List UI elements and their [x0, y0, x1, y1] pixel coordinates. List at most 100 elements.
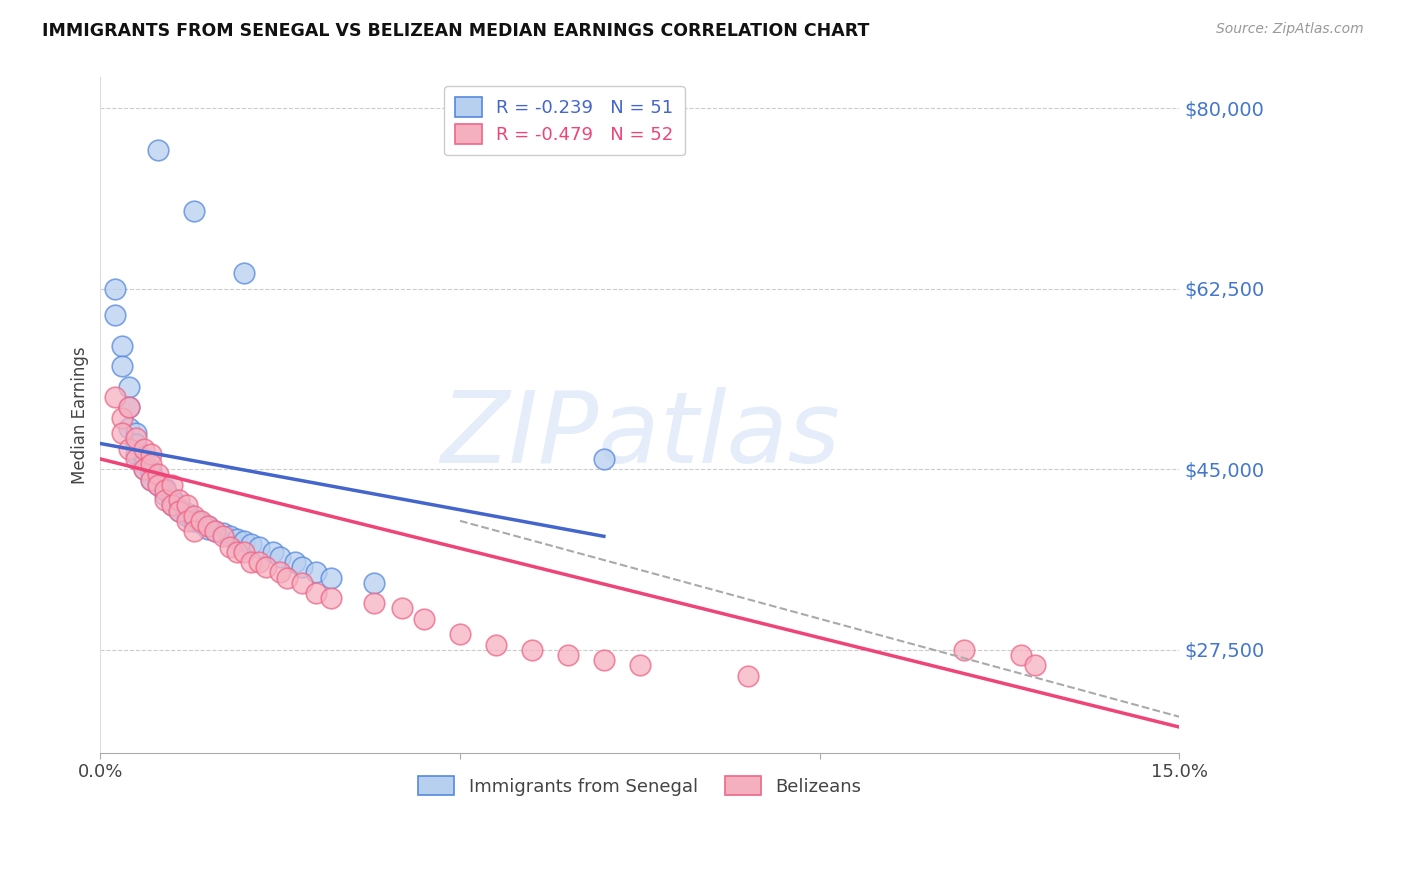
Point	[132, 457, 155, 471]
Legend: Immigrants from Senegal, Belizeans: Immigrants from Senegal, Belizeans	[409, 766, 870, 805]
Point	[139, 473, 162, 487]
Point	[146, 467, 169, 482]
Point	[125, 426, 148, 441]
Point	[104, 308, 127, 322]
Point	[305, 586, 328, 600]
Point	[132, 452, 155, 467]
Point	[284, 555, 307, 569]
Point	[132, 462, 155, 476]
Point	[218, 540, 240, 554]
Point	[204, 524, 226, 538]
Point	[169, 493, 191, 508]
Point	[247, 555, 270, 569]
Point	[104, 390, 127, 404]
Point	[233, 545, 256, 559]
Point	[190, 516, 212, 530]
Point	[132, 462, 155, 476]
Point	[169, 501, 191, 516]
Point	[449, 627, 471, 641]
Point	[197, 519, 219, 533]
Point	[363, 575, 385, 590]
Point	[1010, 648, 1032, 662]
Point	[111, 359, 134, 373]
Point	[125, 431, 148, 445]
Point	[125, 436, 148, 450]
Point	[737, 668, 759, 682]
Point	[153, 493, 176, 508]
Point	[153, 481, 176, 495]
Point	[211, 526, 233, 541]
Point	[169, 503, 191, 517]
Point	[111, 426, 134, 441]
Point	[190, 514, 212, 528]
Point	[139, 467, 162, 482]
Point	[125, 447, 148, 461]
Point	[233, 534, 256, 549]
Point	[162, 499, 184, 513]
Point	[111, 338, 134, 352]
Point	[146, 477, 169, 491]
Point	[153, 483, 176, 497]
Point	[391, 601, 413, 615]
Point	[226, 533, 249, 547]
Point	[183, 512, 205, 526]
Point	[162, 491, 184, 505]
Point	[276, 570, 298, 584]
Point	[254, 560, 277, 574]
Point	[183, 524, 205, 538]
Point	[183, 508, 205, 523]
Point	[176, 499, 198, 513]
Point	[269, 549, 291, 564]
Point	[139, 457, 162, 471]
Point	[153, 483, 176, 497]
Point	[628, 658, 651, 673]
Point	[146, 477, 169, 491]
Point	[269, 566, 291, 580]
Point	[139, 473, 162, 487]
Point	[146, 475, 169, 489]
Point	[176, 506, 198, 520]
Y-axis label: Median Earnings: Median Earnings	[72, 346, 89, 484]
Point	[226, 545, 249, 559]
Point	[162, 477, 184, 491]
Point	[153, 488, 176, 502]
Point	[176, 508, 198, 523]
Point	[176, 514, 198, 528]
Point	[262, 545, 284, 559]
Point	[485, 638, 508, 652]
Text: ZIPatlas: ZIPatlas	[440, 387, 839, 483]
Point	[305, 566, 328, 580]
Point	[520, 642, 543, 657]
Point	[291, 560, 314, 574]
Point	[162, 499, 184, 513]
Point	[413, 612, 436, 626]
Point	[593, 653, 616, 667]
Point	[593, 452, 616, 467]
Point	[118, 380, 141, 394]
Text: IMMIGRANTS FROM SENEGAL VS BELIZEAN MEDIAN EARNINGS CORRELATION CHART: IMMIGRANTS FROM SENEGAL VS BELIZEAN MEDI…	[42, 22, 869, 40]
Point	[319, 591, 342, 606]
Point	[162, 493, 184, 508]
Point	[240, 555, 263, 569]
Point	[952, 642, 974, 657]
Point	[247, 540, 270, 554]
Point	[132, 442, 155, 456]
Point	[557, 648, 579, 662]
Point	[146, 143, 169, 157]
Point	[111, 410, 134, 425]
Point	[139, 447, 162, 461]
Point	[363, 596, 385, 610]
Point	[104, 282, 127, 296]
Point	[183, 204, 205, 219]
Point	[233, 266, 256, 280]
Point	[211, 529, 233, 543]
Point	[125, 452, 148, 467]
Point	[1024, 658, 1046, 673]
Point	[118, 442, 141, 456]
Point	[183, 514, 205, 528]
Text: Source: ZipAtlas.com: Source: ZipAtlas.com	[1216, 22, 1364, 37]
Point	[291, 575, 314, 590]
Point	[169, 503, 191, 517]
Point	[139, 464, 162, 478]
Point	[118, 421, 141, 435]
